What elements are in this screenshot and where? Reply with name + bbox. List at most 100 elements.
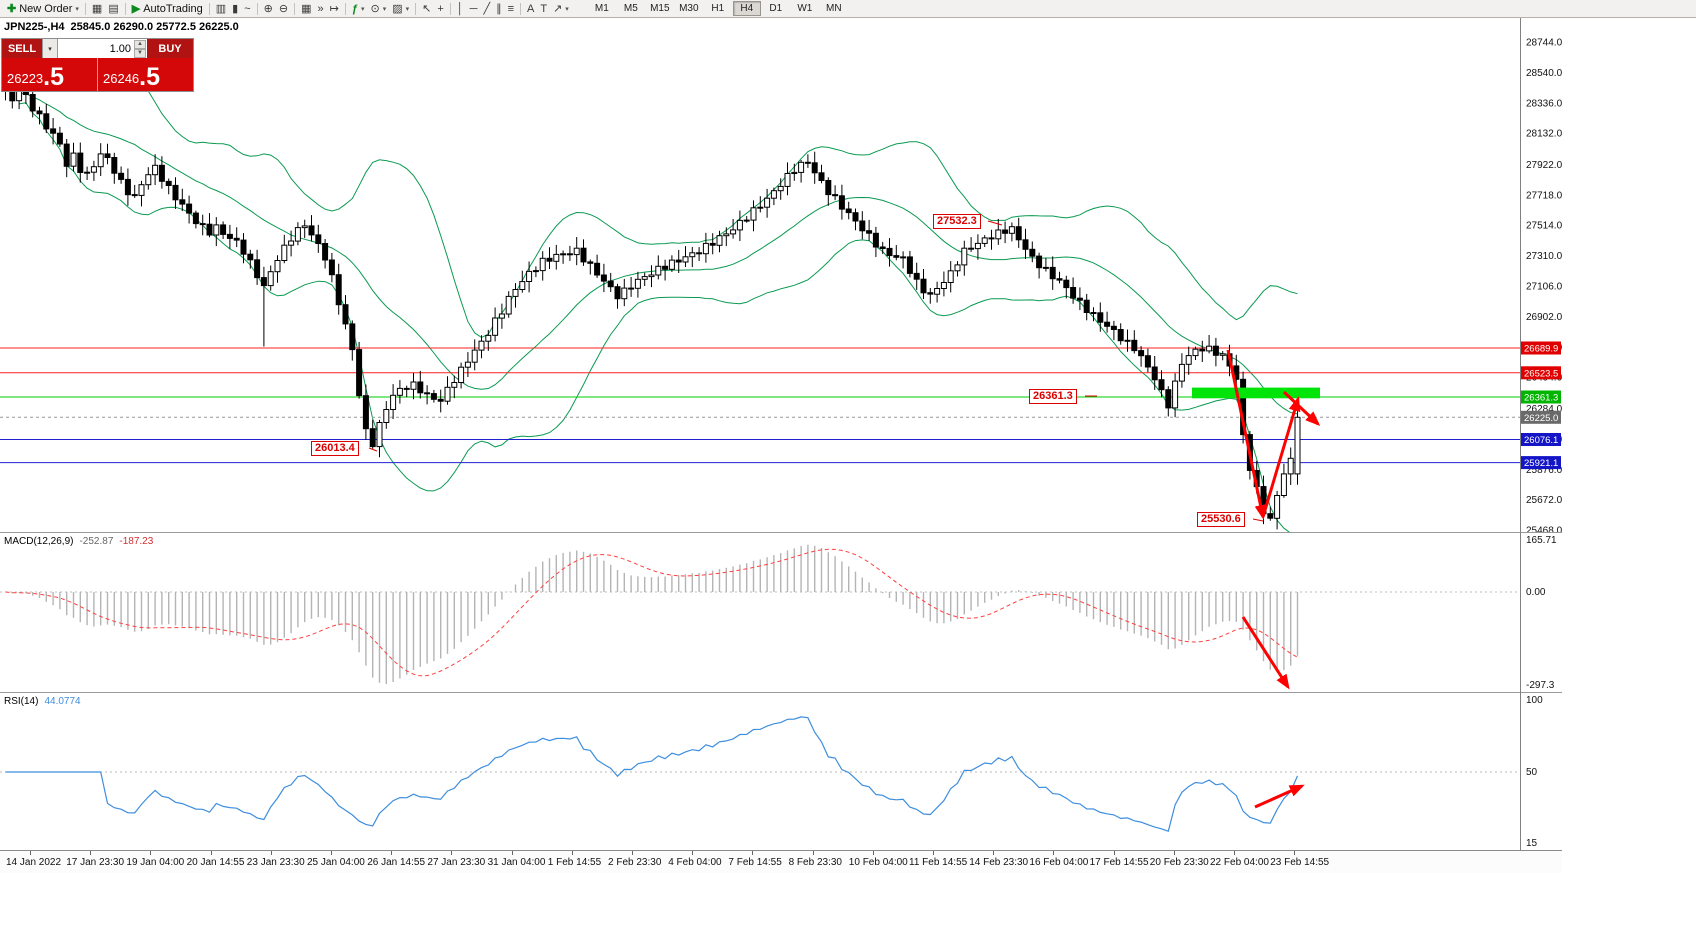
macd-axis-label: 165.71 bbox=[1526, 535, 1557, 546]
time-axis-label: 10 Feb 04:00 bbox=[848, 857, 908, 868]
auto-scroll-icon[interactable]: » bbox=[317, 2, 324, 15]
time-axis-tick bbox=[1234, 851, 1235, 855]
horizontal-line-icon[interactable]: ─ bbox=[469, 2, 478, 15]
time-axis-label: 2 Feb 23:30 bbox=[608, 857, 662, 868]
main-chart[interactable]: 28744.0 28540.0 28336.0 28132.0 27922.0 27718… bbox=[0, 18, 1562, 532]
candlestick-chart-icon[interactable]: ▮ bbox=[232, 3, 239, 15]
price-axis-tag: 25921.1 bbox=[1521, 456, 1561, 470]
svg-text:25921.1: 25921.1 bbox=[1524, 458, 1558, 469]
text-label-icon[interactable]: T bbox=[540, 2, 548, 15]
fibonacci-icon[interactable]: ≡ bbox=[507, 2, 514, 15]
ohlc-values: 25845.0 26290.0 25772.5 26225.0 bbox=[70, 21, 239, 33]
callout-connector bbox=[1252, 518, 1264, 522]
timeframe-m30[interactable]: M30 bbox=[679, 3, 699, 14]
lot-increase-button[interactable]: ▲ bbox=[134, 39, 146, 49]
highlight-rectangle[interactable] bbox=[1192, 387, 1320, 399]
trend-arrow[interactable] bbox=[1241, 616, 1290, 690]
time-axis-tick bbox=[632, 851, 633, 855]
price-axis-label: 25672.0 bbox=[1526, 495, 1562, 506]
toolbar-separator bbox=[415, 2, 417, 15]
chart-shift-icon[interactable]: ↦ bbox=[329, 3, 339, 15]
macd-panel[interactable]: 165.71 0.00 -297.3 bbox=[0, 532, 1562, 692]
toolbar: ✚ New Order ▾ ▦ ▤ ▶ AutoTrading ▥ ▮ ~ ⊕ ⊖ ▦ » ↦ ƒ… bbox=[0, 0, 1696, 18]
timeframe-m5[interactable]: M5 bbox=[623, 3, 638, 14]
price-callout[interactable]: 27532.3 bbox=[933, 214, 981, 229]
timeframe-mn[interactable]: MN bbox=[826, 3, 842, 14]
autotrading-button[interactable]: ▶ AutoTrading bbox=[129, 1, 206, 17]
price-axis-tag: 26361.3 bbox=[1521, 390, 1561, 404]
svg-text:26076.1: 26076.1 bbox=[1524, 435, 1558, 446]
crosshair-icon[interactable]: + bbox=[437, 2, 444, 15]
price-callout[interactable]: 25530.6 bbox=[1197, 512, 1245, 527]
time-axis-tick bbox=[812, 851, 814, 855]
indicators-icon[interactable]: ƒ ▾ bbox=[351, 2, 365, 15]
time-axis-tick bbox=[270, 851, 272, 855]
buy-button[interactable]: BUY bbox=[147, 39, 193, 58]
time-axis-label: 14 Feb 23:30 bbox=[969, 857, 1029, 868]
price-axis-tag: 26225.0 bbox=[1521, 410, 1561, 424]
zoom-out-icon[interactable]: ⊖ bbox=[278, 3, 289, 15]
rsi-axis-label: 50 bbox=[1526, 767, 1538, 778]
timeframe-h1[interactable]: H1 bbox=[711, 3, 725, 14]
new-order-button[interactable]: ✚ New Order ▾ bbox=[4, 1, 82, 17]
time-axis[interactable]: 14 Jan 2022 17 Jan 23:30 19 Jan 04:00 20 Ja… bbox=[0, 850, 1562, 873]
sell-button[interactable]: SELL bbox=[2, 39, 42, 58]
time-axis-label: 16 Feb 04:00 bbox=[1029, 857, 1089, 868]
autotrading-play-icon: ▶ bbox=[131, 3, 141, 15]
tile-windows-icon[interactable]: ▦ bbox=[301, 3, 312, 15]
buy-price[interactable]: 26246.5 bbox=[97, 58, 193, 91]
trendline-icon[interactable]: ╱ bbox=[483, 3, 491, 15]
bar-chart-icon[interactable]: ▥ bbox=[215, 3, 227, 15]
cursor-icon[interactable]: ↖ bbox=[422, 3, 432, 15]
trend-arrow[interactable] bbox=[1282, 390, 1321, 427]
new-chart-icon[interactable]: ▦ bbox=[91, 3, 103, 15]
zoom-in-icon[interactable]: ⊕ bbox=[263, 3, 273, 15]
time-axis-tick bbox=[1113, 851, 1115, 855]
timeframe-m15[interactable]: M15 bbox=[650, 3, 670, 14]
line-chart-icon[interactable]: ~ bbox=[244, 2, 251, 15]
price-callout[interactable]: 26361.3 bbox=[1029, 389, 1077, 404]
toolbar-separator bbox=[520, 2, 521, 15]
macd-axis-label: 0.00 bbox=[1526, 587, 1546, 598]
price-axis-label: 28132.0 bbox=[1526, 129, 1562, 140]
svg-text:26361.3: 26361.3 bbox=[1524, 393, 1558, 404]
trend-arrow[interactable] bbox=[1261, 396, 1301, 518]
macd-label: MACD(12,26,9) -252.87 -187.23 bbox=[4, 536, 154, 547]
autotrading-label: AutoTrading bbox=[143, 2, 203, 15]
channel-icon[interactable]: ∥ bbox=[496, 3, 502, 15]
lot-size-input[interactable]: 1.00 ▲ ▼ bbox=[58, 39, 147, 58]
time-axis-label: 31 Jan 04:00 bbox=[487, 857, 546, 868]
price-axis-label: 26902.0 bbox=[1526, 312, 1562, 323]
time-axis-tick bbox=[90, 851, 92, 855]
timeframe-h4[interactable]: H4 bbox=[732, 1, 761, 16]
price-callout[interactable]: 26013.4 bbox=[311, 441, 359, 456]
symbol-period-label: JPN225-,H4 bbox=[4, 21, 65, 33]
trend-arrow[interactable] bbox=[1254, 784, 1305, 809]
periods-icon[interactable]: ⊙ ▾ bbox=[370, 3, 387, 15]
trend-arrow[interactable] bbox=[1226, 349, 1267, 520]
time-axis-tick bbox=[1294, 851, 1296, 855]
timeframe-w1[interactable]: W1 bbox=[797, 3, 813, 14]
rsi-line bbox=[5, 716, 1299, 832]
vertical-line-icon[interactable]: │ bbox=[456, 2, 464, 15]
text-icon[interactable]: A bbox=[527, 2, 535, 15]
chevron-down-icon: ▾ bbox=[75, 5, 79, 13]
macd-signal-line bbox=[5, 548, 1298, 677]
lot-decrease-button[interactable]: ▼ bbox=[134, 48, 146, 58]
time-axis-tick bbox=[1053, 851, 1055, 855]
order-type-dropdown[interactable]: ▾ bbox=[42, 39, 58, 58]
time-axis-label: 26 Jan 14:55 bbox=[367, 857, 426, 868]
templates-icon[interactable]: ▨ ▾ bbox=[392, 3, 410, 15]
time-axis-tick bbox=[210, 851, 212, 855]
arrows-icon[interactable]: ↗ ▾ bbox=[553, 3, 569, 15]
rsi-label: RSI(14) 44.0774 bbox=[4, 696, 81, 707]
timeframe-d1[interactable]: D1 bbox=[769, 3, 783, 14]
sell-price[interactable]: 26223.5 bbox=[7, 63, 65, 91]
price-axis-label: 27310.0 bbox=[1526, 251, 1562, 262]
macd-histogram bbox=[11, 544, 1299, 684]
rsi-panel[interactable]: 100 50 15 bbox=[0, 692, 1562, 850]
price-axis-label: 28540.0 bbox=[1526, 68, 1562, 79]
timeframe-m1[interactable]: M1 bbox=[594, 3, 609, 14]
profiles-icon[interactable]: ▤ bbox=[108, 3, 119, 15]
time-axis-label: 22 Feb 04:00 bbox=[1210, 857, 1269, 868]
